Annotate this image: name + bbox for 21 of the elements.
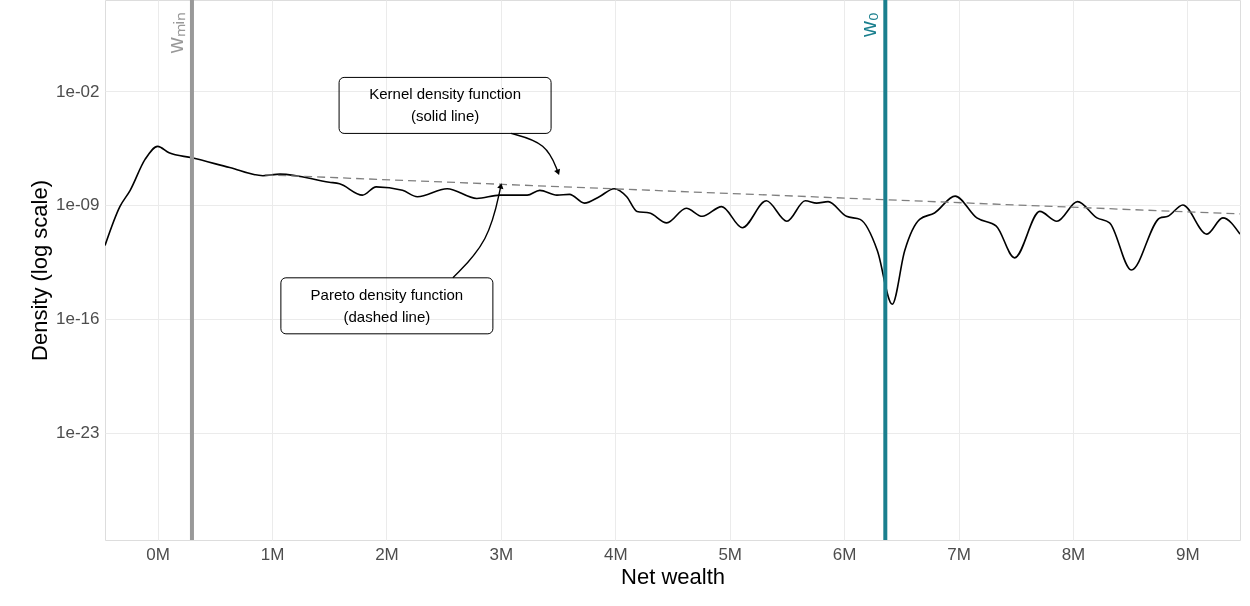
y-axis-title: Density (log scale) bbox=[27, 180, 53, 361]
x-tick-label: 0M bbox=[146, 544, 170, 564]
x-tick-label: 8M bbox=[1061, 544, 1086, 564]
y-tick-label: 1e-23 bbox=[56, 423, 100, 443]
x-tick-label: 3M bbox=[489, 544, 514, 564]
annotation: Pareto density function (dashed line) bbox=[310, 285, 464, 325]
y-tick-label: 1e-09 bbox=[56, 195, 100, 215]
y-tick-label: 1e-16 bbox=[56, 309, 100, 329]
annotation: Kernel density function (solid line) bbox=[369, 85, 521, 125]
x-tick-label: 6M bbox=[832, 544, 857, 564]
x-axis-title: Net wealth bbox=[621, 563, 725, 589]
x-tick-label: 5M bbox=[718, 544, 743, 564]
y-tick-label: 1e-02 bbox=[56, 81, 100, 101]
line-series bbox=[105, 145, 1240, 305]
x-tick-label: 7M bbox=[947, 544, 971, 564]
x-tick-label: 4M bbox=[603, 544, 628, 564]
x-tick-label: 1M bbox=[260, 544, 285, 564]
ref-line-label: wₘᵢₙ bbox=[162, 12, 188, 55]
x-tick-label: 2M bbox=[375, 544, 399, 564]
x-tick-label: 9M bbox=[1176, 544, 1200, 564]
ref-line-label: w₀ bbox=[856, 12, 882, 39]
